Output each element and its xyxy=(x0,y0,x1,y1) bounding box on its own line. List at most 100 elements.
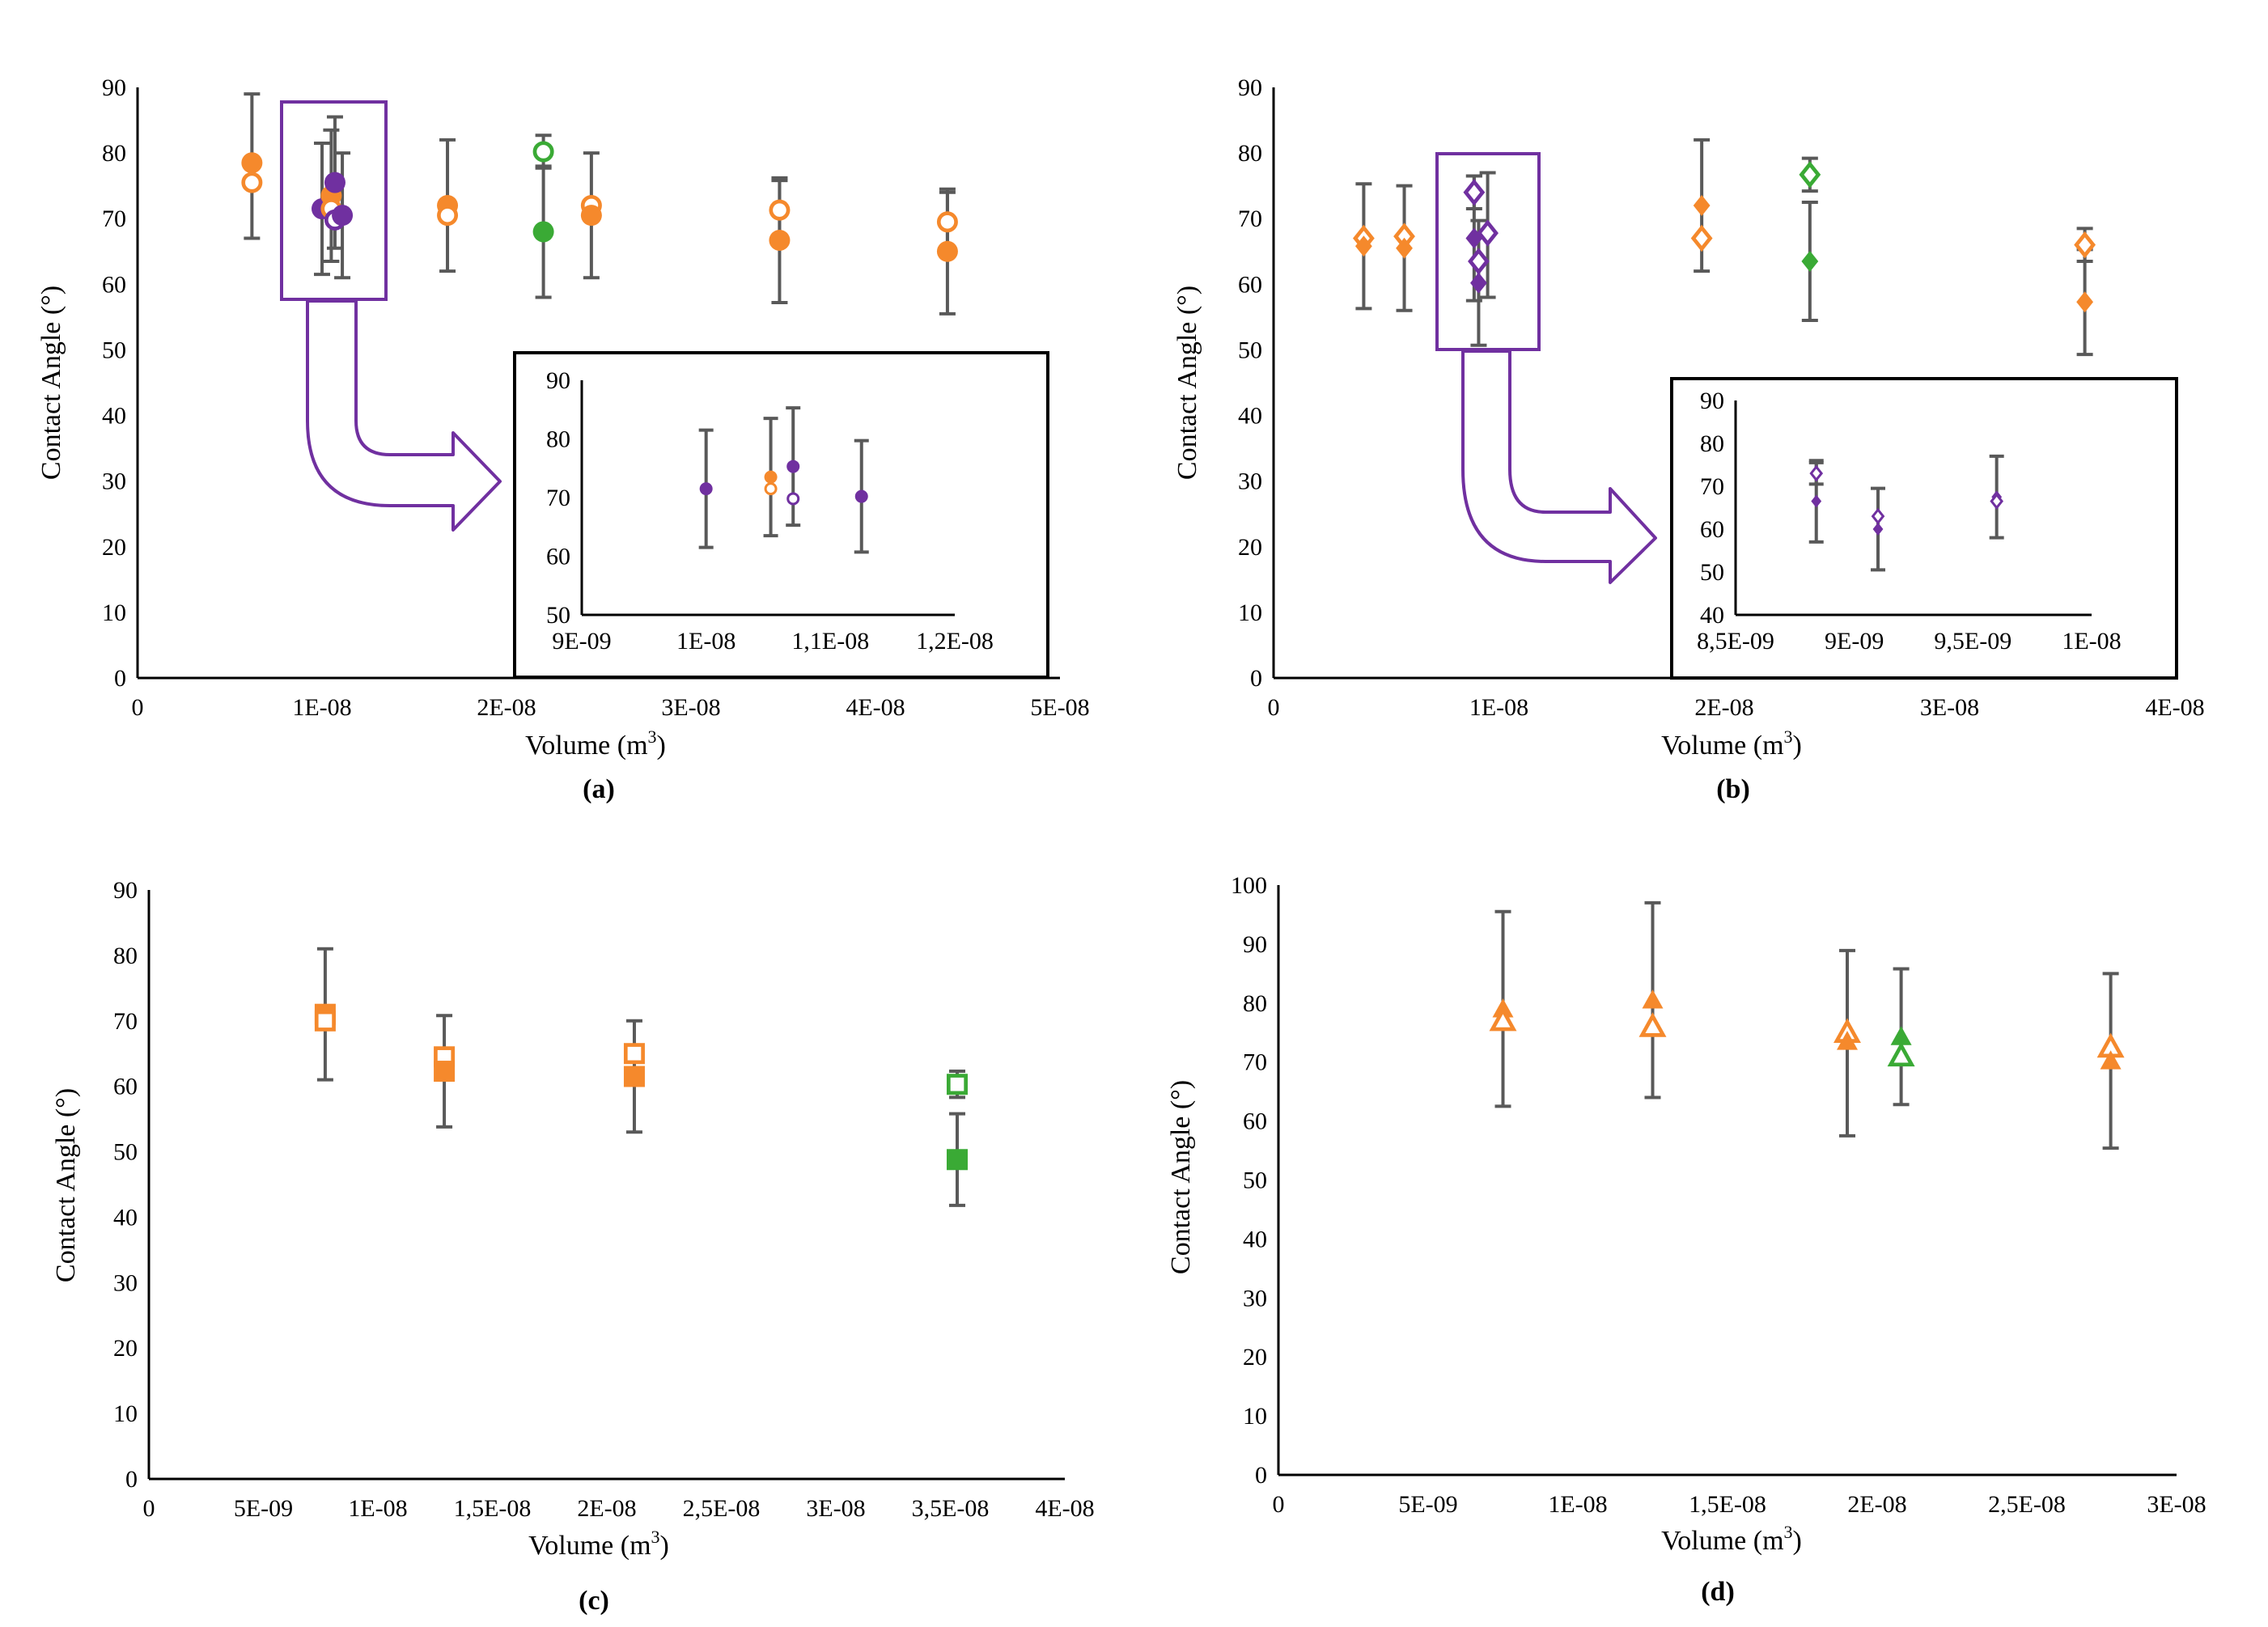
data-point xyxy=(1355,235,1372,257)
x-tick-label: 3E-08 xyxy=(2147,1491,2206,1518)
y-tick-label: 60 xyxy=(113,1074,138,1100)
data-point xyxy=(1468,248,1490,275)
y-tick-label: 30 xyxy=(102,468,126,495)
inset-x-tick-label: 1,1E-08 xyxy=(791,628,869,655)
data-point xyxy=(437,205,459,227)
data-point xyxy=(332,205,354,227)
data-point xyxy=(1489,1006,1517,1032)
data-point xyxy=(1887,1041,1915,1067)
y-tick-label: 30 xyxy=(1238,468,1262,495)
inset-y-tick-label: 50 xyxy=(546,602,570,629)
data-point xyxy=(1638,1012,1667,1037)
x-tick-label: 1E-08 xyxy=(348,1495,407,1522)
y-tick-label: 40 xyxy=(1243,1226,1267,1252)
y-tick-label: 60 xyxy=(102,271,126,298)
inset-x-tick-label: 1,2E-08 xyxy=(916,628,994,655)
data-point xyxy=(769,199,791,221)
inset-data-point xyxy=(1809,464,1824,482)
data-point xyxy=(314,1010,336,1032)
inset-frame xyxy=(513,351,1049,679)
x-axis-label: Volume (m3) xyxy=(525,727,666,761)
x-tick-label: 4E-08 xyxy=(2145,694,2204,721)
inset-y-tick-label: 50 xyxy=(1700,559,1724,586)
y-tick-label: 0 xyxy=(114,665,126,692)
chart-b: 0 10 20 30 40 50 60 70 80 90 0 1E-08 2E-08 3E-08 4E-08… xyxy=(1172,74,2205,804)
y-tick-label: 60 xyxy=(1243,1108,1267,1135)
inset-data-point xyxy=(786,460,800,473)
y-tick-label: 90 xyxy=(113,877,138,904)
y-tick-label: 20 xyxy=(113,1335,138,1362)
data-point xyxy=(1799,161,1821,189)
inset-x-tick-label: 8,5E-09 xyxy=(1697,628,1774,655)
y-tick-label: 40 xyxy=(102,403,126,430)
y-tick-label: 50 xyxy=(1243,1167,1267,1194)
data-point xyxy=(936,240,958,262)
y-tick-label: 50 xyxy=(102,337,126,363)
x-tick-label: 3E-08 xyxy=(806,1495,865,1522)
x-tick-label: 1,5E-08 xyxy=(454,1495,532,1522)
y-axis-label: Contact Angle (°) xyxy=(1166,1080,1196,1274)
x-tick-label: 3,5E-08 xyxy=(912,1495,990,1522)
data-point xyxy=(936,211,958,233)
data-point xyxy=(1642,989,1664,1009)
inset-x-tick-label: 1E-08 xyxy=(676,628,736,655)
zoom-arrow xyxy=(306,299,502,532)
x-tick-label: 2E-08 xyxy=(577,1495,636,1522)
inset-x-tick-label: 9,5E-09 xyxy=(1934,628,2012,655)
inset-data-point xyxy=(1990,493,2003,510)
x-axis-label: Volume (m3) xyxy=(1661,1522,1802,1556)
y-tick-label: 70 xyxy=(1243,1049,1267,1076)
inset-y-tick-label: 60 xyxy=(546,544,570,570)
inset-data-point xyxy=(764,482,778,496)
y-tick-label: 60 xyxy=(1238,271,1262,298)
data-point xyxy=(324,172,345,193)
inset-data-point xyxy=(1811,494,1822,508)
y-axis-label: Contact Angle (°) xyxy=(51,1088,81,1282)
y-tick-label: 20 xyxy=(1238,534,1262,561)
inset-y-tick-label: 40 xyxy=(1700,602,1724,629)
data-point xyxy=(623,1043,645,1065)
inset-data-point xyxy=(854,489,868,503)
y-tick-label: 70 xyxy=(1238,205,1262,232)
data-point xyxy=(2074,231,2096,259)
inset-data-point xyxy=(764,470,778,484)
y-tick-label: 30 xyxy=(1243,1285,1267,1311)
data-point xyxy=(241,172,263,193)
x-tick-label: 4E-08 xyxy=(1035,1495,1094,1522)
x-tick-label: 4E-08 xyxy=(846,694,905,721)
data-point xyxy=(241,152,263,174)
data-point xyxy=(1463,179,1486,206)
x-tick-label: 1,5E-08 xyxy=(1689,1491,1766,1518)
x-tick-label: 3E-08 xyxy=(661,694,720,721)
x-tick-label: 2E-08 xyxy=(1847,1491,1906,1518)
data-point xyxy=(1890,1026,1912,1045)
data-point xyxy=(532,141,554,163)
y-tick-label: 20 xyxy=(1243,1344,1267,1371)
zoom-arrow xyxy=(1461,350,1657,584)
data-point xyxy=(1470,272,1487,294)
y-tick-label: 100 xyxy=(1231,872,1267,899)
data-point xyxy=(2100,1050,2122,1070)
y-tick-label: 80 xyxy=(102,140,126,167)
y-tick-label: 70 xyxy=(113,1008,138,1035)
x-tick-label: 2,5E-08 xyxy=(683,1495,761,1522)
data-point xyxy=(1690,224,1713,252)
inset-y-tick-label: 70 xyxy=(546,485,570,511)
y-tick-label: 90 xyxy=(1243,931,1267,958)
inset-y-tick-label: 90 xyxy=(1700,388,1724,414)
inset-frame xyxy=(1670,377,2178,680)
y-tick-label: 0 xyxy=(125,1466,138,1493)
x-tick-label: 0 xyxy=(1268,694,1280,721)
y-tick-label: 10 xyxy=(102,600,126,626)
x-axis-label: Volume (m3) xyxy=(528,1527,669,1561)
x-tick-label: 5E-09 xyxy=(1398,1491,1457,1518)
y-tick-label: 30 xyxy=(113,1269,138,1296)
data-point xyxy=(532,221,554,243)
y-axis-label: Contact Angle (°) xyxy=(36,286,66,480)
panel-label: (b) xyxy=(1716,774,1750,804)
chart-a: 0 10 20 30 40 50 60 70 80 90 0 1E-08 2E-08 3E-08 4E-08… xyxy=(36,74,1090,804)
y-tick-label: 20 xyxy=(102,534,126,561)
y-tick-label: 50 xyxy=(1238,337,1262,363)
y-axis-label: Contact Angle (°) xyxy=(1172,286,1202,480)
